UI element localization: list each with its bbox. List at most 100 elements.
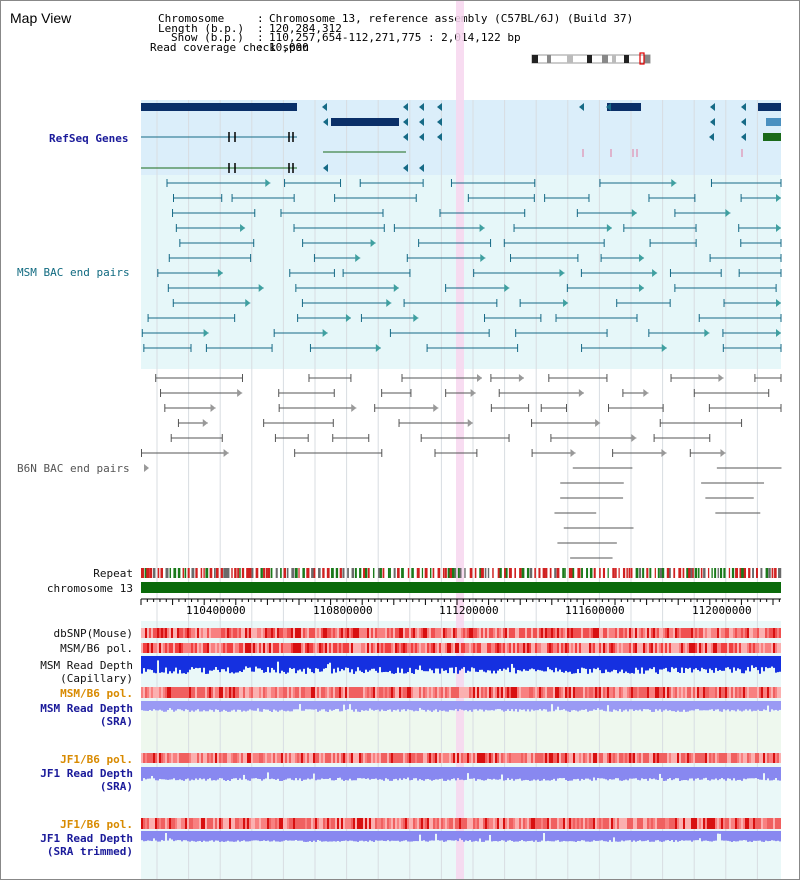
jf1-b6-pol-strip-2 bbox=[213, 818, 215, 829]
track-label-jf1-depth[interactable]: JF1 Read Depth bbox=[40, 767, 133, 780]
jf1-b6-pol-strip-2 bbox=[769, 818, 771, 829]
msm-sra-depth-bar bbox=[323, 701, 325, 710]
msm-b6-pol-strip-2 bbox=[369, 687, 371, 698]
jf1-trim-depth-bar bbox=[609, 831, 611, 841]
jf1-b6-pol-strip bbox=[471, 753, 473, 763]
msm-b6-pol-strip bbox=[463, 643, 465, 653]
msm-b6-pol-strip-2 bbox=[489, 687, 491, 698]
jf1-b6-pol-strip-2 bbox=[689, 818, 691, 829]
jf1-sra-depth-bar bbox=[361, 767, 363, 779]
jf1-b6-pol-strip-2 bbox=[367, 818, 369, 829]
jf1-b6-pol-strip-2 bbox=[283, 818, 285, 829]
jf1-b6-pol-strip-2 bbox=[543, 818, 545, 829]
track-label-msm-depth-cap[interactable]: MSM Read Depth bbox=[40, 659, 133, 672]
track-label-jf1-b6-pol[interactable]: JF1/B6 pol. bbox=[60, 753, 133, 766]
jf1-b6-pol-strip-2 bbox=[473, 818, 475, 829]
jf1-b6-pol-strip bbox=[159, 753, 161, 763]
jf1-trim-depth-bar bbox=[153, 831, 155, 839]
jf1-b6-pol-strip-2 bbox=[389, 818, 391, 829]
msm-b6-pol-strip bbox=[693, 643, 695, 653]
msm-b6-pol-strip bbox=[227, 643, 229, 653]
msm-capillary-depth-bar bbox=[359, 656, 361, 671]
jf1-trim-depth-bar bbox=[625, 831, 627, 841]
jf1-trim-depth-bar bbox=[559, 831, 561, 842]
gene-arrow bbox=[606, 103, 611, 111]
repeat-mark bbox=[771, 568, 774, 578]
jf1-b6-pol-strip-2 bbox=[169, 818, 171, 829]
msm-capillary-depth-bar bbox=[271, 656, 273, 668]
msm-b6-pol-strip bbox=[593, 643, 595, 653]
track-label-msm-b6-pol[interactable]: MSM/B6 pol. bbox=[60, 642, 133, 655]
track-label-jf1-b6-pol-2[interactable]: JF1/B6 pol. bbox=[60, 818, 133, 831]
jf1-trim-depth-bar bbox=[725, 831, 727, 841]
jf1-sra-depth-bar bbox=[339, 767, 341, 778]
jf1-b6-pol-strip bbox=[149, 753, 151, 763]
track-label-msm-bac[interactable]: MSM BAC end pairs bbox=[17, 266, 130, 279]
track-label-b6n-bac[interactable]: B6N BAC end pairs bbox=[17, 462, 130, 475]
msm-b6-pol-strip bbox=[377, 643, 379, 653]
dbsnp-strip bbox=[471, 628, 473, 638]
msm-b6-pol-strip bbox=[173, 643, 175, 653]
msm-b6-pol-strip-2 bbox=[261, 687, 263, 698]
msm-capillary-depth-bar bbox=[621, 656, 623, 670]
msm-b6-pol-strip-2 bbox=[233, 687, 235, 698]
msm-b6-pol-strip-2 bbox=[145, 687, 147, 698]
jf1-trim-depth-bar bbox=[553, 831, 555, 842]
repeat-mark bbox=[741, 568, 745, 578]
msm-b6-pol-strip bbox=[355, 643, 357, 653]
msm-b6-pol-strip-2 bbox=[447, 687, 449, 698]
msm-b6-pol-strip-2 bbox=[223, 687, 225, 698]
dbsnp-strip bbox=[401, 628, 403, 638]
jf1-trim-depth-bar bbox=[257, 831, 259, 841]
jf1-trim-depth-bar bbox=[247, 831, 249, 842]
jf1-b6-pol-strip bbox=[527, 753, 529, 763]
msm-sra-depth-bar bbox=[325, 701, 327, 712]
repeat-mark bbox=[492, 568, 494, 578]
jf1-trim-depth-bar bbox=[563, 831, 565, 841]
msm-b6-pol-strip bbox=[499, 643, 501, 653]
jf1-b6-pol-strip bbox=[155, 753, 157, 763]
dbsnp-strip bbox=[507, 628, 509, 638]
track-label-dbsnp[interactable]: dbSNP(Mouse) bbox=[53, 627, 133, 640]
track-label-msm-b6-pol-2[interactable]: MSM/B6 pol. bbox=[60, 687, 133, 700]
jf1-trim-depth-bar bbox=[263, 831, 265, 841]
jf1-b6-pol-strip bbox=[493, 753, 495, 763]
jf1-trim-depth-bar bbox=[225, 831, 227, 842]
jf1-trim-depth-bar bbox=[373, 831, 375, 842]
track-label-jf1-trim[interactable]: JF1 Read Depth bbox=[40, 832, 133, 845]
track-label-msm-depth-sra[interactable]: MSM Read Depth bbox=[40, 702, 133, 715]
dbsnp-strip bbox=[395, 628, 397, 638]
msm-sra-depth-bar bbox=[419, 701, 421, 708]
msm-capillary-depth-bar bbox=[241, 656, 243, 672]
jf1-b6-pol-strip-2 bbox=[509, 818, 511, 829]
jf1-b6-pol-strip bbox=[727, 753, 729, 763]
jf1-b6-pol-strip-2 bbox=[661, 818, 663, 829]
msm-capillary-depth-bar bbox=[633, 656, 635, 674]
repeat-mark bbox=[280, 568, 282, 578]
jf1-b6-pol-strip bbox=[201, 753, 203, 763]
msm-b6-pol-strip-2 bbox=[699, 687, 701, 698]
msm-b6-pol-strip bbox=[393, 643, 395, 653]
track-label-refseq[interactable]: RefSeq Genes bbox=[49, 132, 129, 145]
msm-capillary-depth-bar bbox=[215, 656, 217, 668]
msm-capillary-depth-bar bbox=[383, 656, 385, 673]
jf1-trim-depth-bar bbox=[755, 831, 757, 841]
dbsnp-strip bbox=[625, 628, 627, 638]
jf1-sra-depth-bar bbox=[345, 767, 347, 781]
jf1-b6-pol-strip bbox=[513, 753, 515, 763]
dbsnp-strip bbox=[699, 628, 701, 638]
jf1-sra-depth-bar bbox=[571, 767, 573, 781]
msm-sra-depth-bar bbox=[291, 701, 293, 712]
jf1-b6-pol-strip bbox=[691, 753, 693, 763]
jf1-b6-pol-strip-2 bbox=[237, 818, 239, 829]
msm-b6-pol-strip bbox=[749, 643, 751, 653]
jf1-trim-depth-bar bbox=[213, 831, 215, 842]
jf1-b6-pol-strip bbox=[317, 753, 319, 763]
dbsnp-strip bbox=[221, 628, 223, 638]
msm-b6-pol-strip-2 bbox=[477, 687, 479, 698]
msm-capillary-depth-bar bbox=[305, 656, 307, 674]
jf1-trim-depth-bar bbox=[503, 831, 505, 841]
msm-b6-pol-strip bbox=[615, 643, 617, 653]
msm-sra-depth-bar bbox=[475, 701, 477, 710]
